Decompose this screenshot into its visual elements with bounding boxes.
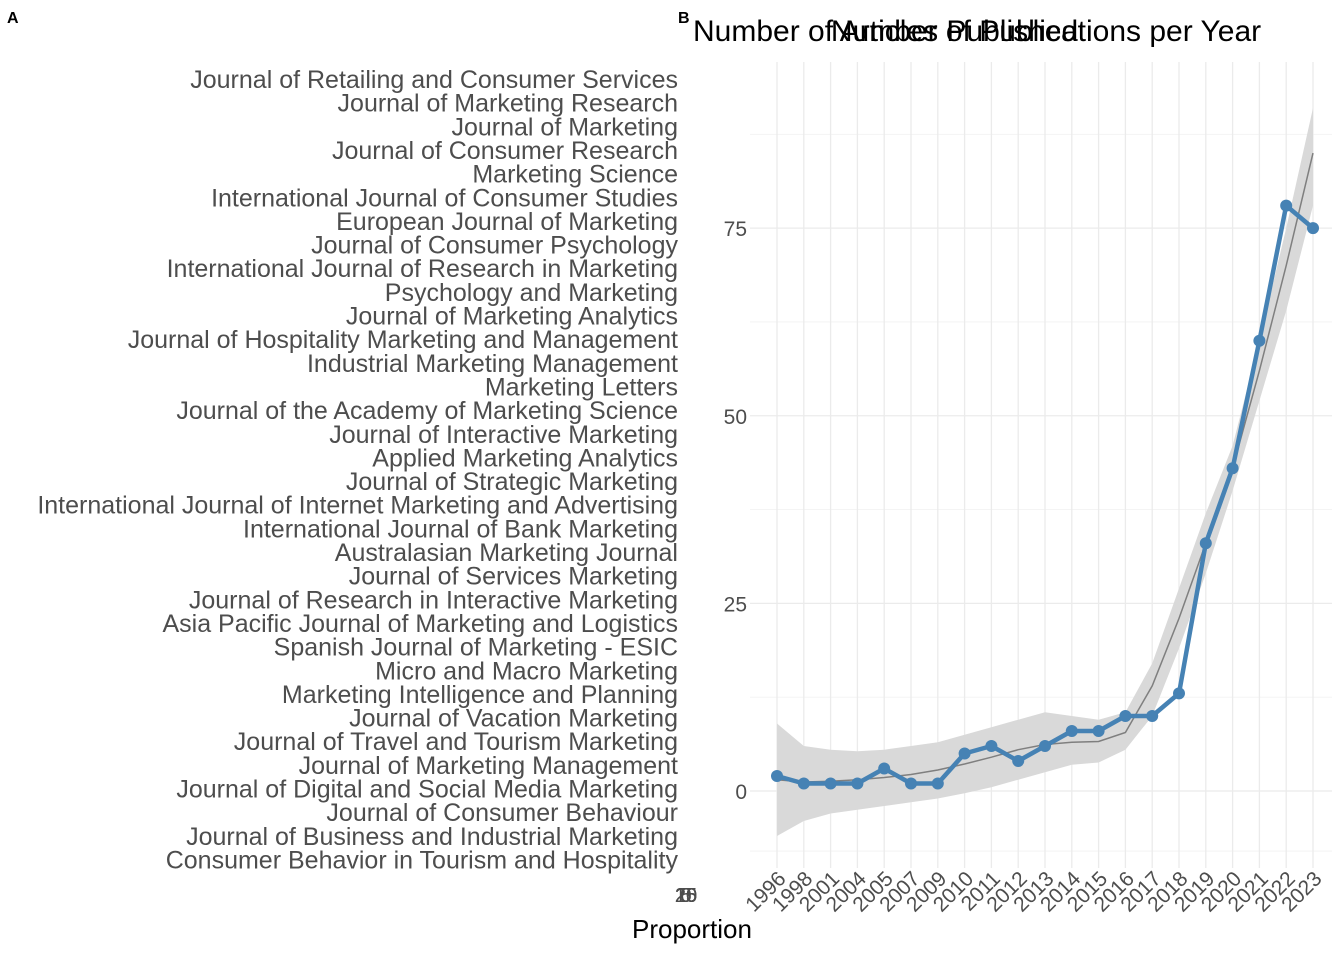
category-label: Journal of Marketing: [451, 113, 678, 141]
category-label: International Journal of Consumer Studie…: [211, 184, 678, 212]
category-label: Journal of Travel and Tourism Marketing: [234, 728, 678, 756]
y-tick-label: 0: [735, 781, 747, 804]
category-label: Journal of Services Marketing: [349, 563, 678, 591]
category-label: Marketing Letters: [485, 373, 678, 401]
data-point: [1226, 462, 1239, 475]
panel-a-x-tick-label: 10: [675, 885, 697, 907]
y-tick-label: 25: [724, 593, 747, 616]
panel-a-x-tick-label: 5: [680, 885, 691, 907]
category-label: Spanish Journal of Marketing - ESIC: [274, 634, 678, 662]
data-point: [905, 777, 917, 790]
panel-a-x-tick-label: 0: [680, 885, 691, 907]
category-label: Industrial Marketing Management: [307, 350, 678, 378]
data-point: [1307, 222, 1319, 235]
panel-b-series: [771, 199, 1319, 790]
panel-a-title: Number of Articles Published: [693, 15, 1078, 48]
panel-a-x-tick-label: 15: [675, 885, 697, 907]
panel-b-confidence-band: [777, 108, 1313, 836]
category-label: European Journal of Marketing: [336, 208, 678, 236]
data-point: [1173, 687, 1185, 700]
data-point: [1119, 710, 1132, 722]
category-label: Journal of Digital and Social Media Mark…: [176, 776, 678, 804]
panel-b-gridlines: [750, 62, 1332, 868]
data-point: [958, 747, 971, 760]
category-label: Asia Pacific Journal of Marketing and Lo…: [162, 610, 678, 638]
y-tick-label: 75: [724, 218, 747, 241]
panel-a-chart: Number of Articles Published Journal of …: [37, 15, 1078, 944]
data-point: [1146, 710, 1159, 722]
category-label: Journal of Retailing and Consumer Servic…: [190, 66, 678, 94]
panel-b-tag: B: [678, 10, 690, 27]
category-label: Journal of Vacation Marketing: [349, 705, 678, 733]
category-label: Journal of Business and Industrial Marke…: [186, 823, 678, 851]
category-label: Marketing Science: [472, 161, 678, 189]
category-label: Journal of Consumer Research: [332, 137, 678, 165]
data-point: [985, 740, 998, 752]
category-label: Journal of Consumer Behaviour: [326, 799, 678, 827]
category-label: Journal of Interactive Marketing: [329, 421, 678, 449]
data-point: [771, 770, 783, 782]
category-label: Psychology and Marketing: [385, 279, 678, 307]
data-point: [1092, 725, 1105, 737]
category-label: Australasian Marketing Journal: [335, 539, 678, 567]
panel-a-category-labels: Journal of Retailing and Consumer Servic…: [37, 66, 678, 874]
confidence-band: [777, 108, 1313, 836]
data-point: [1199, 537, 1212, 550]
category-label: Journal of Marketing Management: [299, 752, 678, 780]
category-label: Journal of Strategic Marketing: [346, 468, 678, 496]
category-label: Journal of Consumer Psychology: [311, 232, 678, 260]
data-point: [1253, 334, 1266, 347]
category-label: Journal of Marketing Research: [338, 90, 678, 118]
panel-b-title: Number of Publications per Year: [831, 15, 1261, 48]
panel-a-x-axis-label: Proportion: [632, 914, 752, 944]
category-label: International Journal of Bank Marketing: [243, 515, 678, 543]
category-label: Consumer Behavior in Tourism and Hospita…: [166, 846, 679, 874]
data-point: [878, 762, 891, 775]
panel-a-x-tick-label: 20: [675, 885, 697, 907]
data-point: [797, 777, 810, 790]
y-tick-label: 50: [724, 406, 747, 429]
data-point: [1039, 740, 1051, 752]
category-label: International Journal of Research in Mar…: [167, 255, 678, 283]
data-point: [1280, 199, 1293, 212]
category-label: Journal of the Academy of Marketing Scie…: [176, 397, 678, 425]
category-label: Journal of Marketing Analytics: [346, 303, 678, 331]
panel-b-chart: 0 25 50 75 19961998200120042005200720092010…: [724, 15, 1332, 917]
category-label: Journal of Research in Interactive Marke…: [189, 586, 678, 614]
panel-a-x-tick-label: 25: [675, 885, 697, 907]
category-label: Journal of Hospitality Marketing and Man…: [128, 326, 678, 354]
category-label: Micro and Macro Marketing: [375, 657, 678, 685]
category-label: Applied Marketing Analytics: [372, 444, 678, 472]
data-point: [1065, 725, 1078, 737]
data-point: [1012, 755, 1025, 767]
panel-a-tag: A: [7, 10, 19, 27]
category-label: International Journal of Internet Market…: [37, 492, 678, 520]
data-point: [851, 777, 864, 790]
panel-b-y-tick-labels: 0 25 50 75: [724, 218, 747, 804]
data-point: [931, 777, 944, 790]
panel-b-x-tick-labels: 1996199820012004200520072009201020112012…: [741, 867, 1326, 917]
data-point: [824, 777, 837, 790]
category-label: Marketing Intelligence and Planning: [282, 681, 678, 709]
